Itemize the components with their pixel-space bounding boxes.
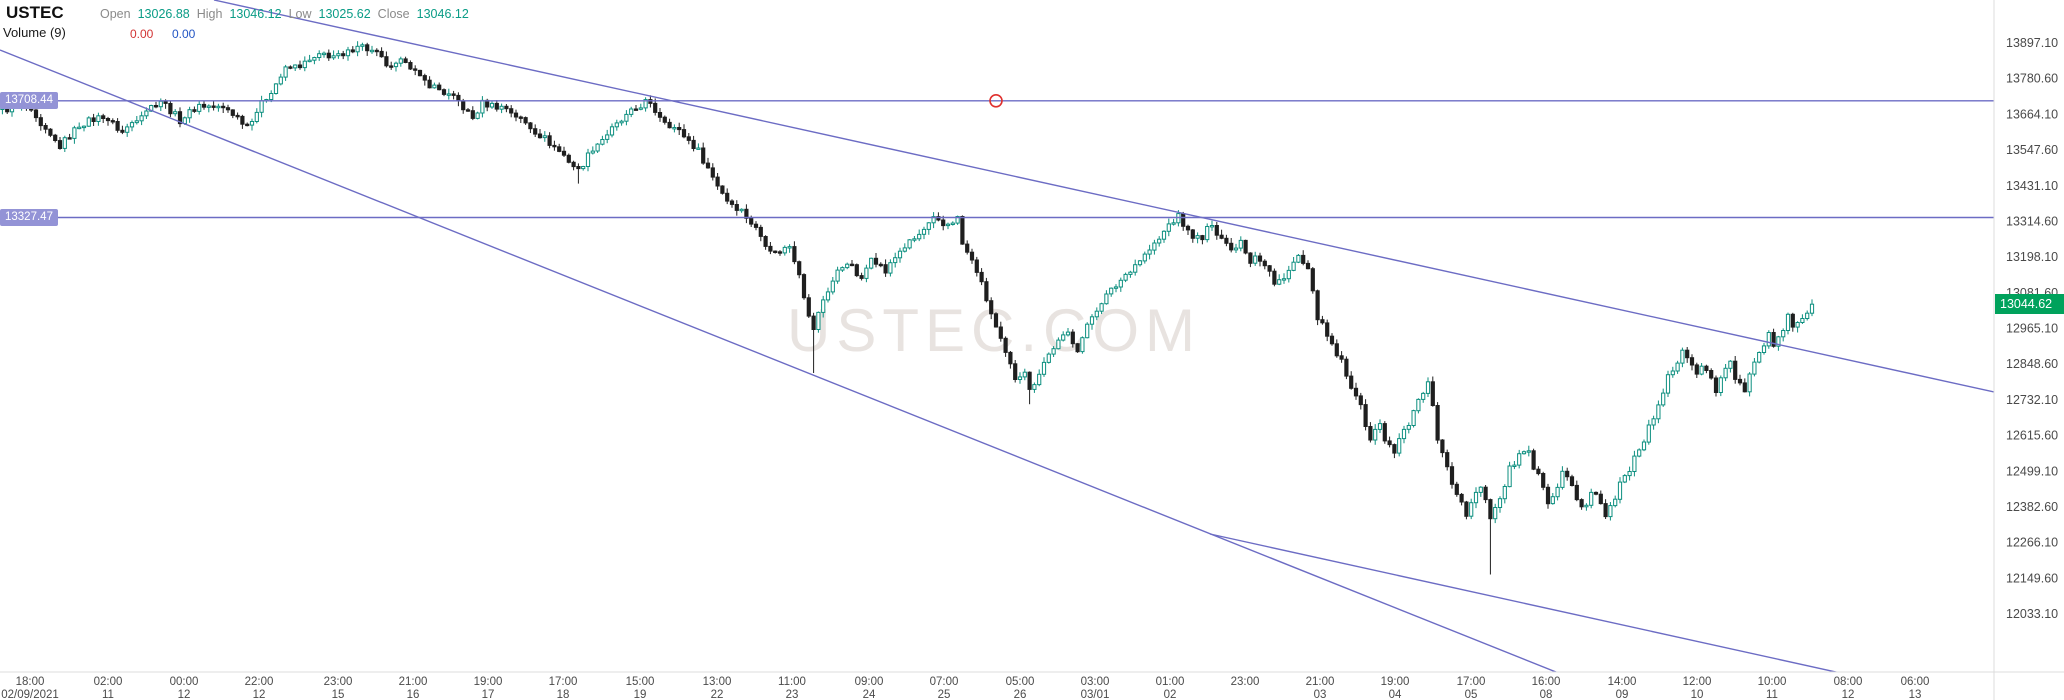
svg-text:12: 12 <box>1842 689 1855 700</box>
svg-text:15:00: 15:00 <box>626 676 655 688</box>
svg-text:05: 05 <box>1465 689 1478 700</box>
svg-text:26: 26 <box>1014 689 1027 700</box>
svg-text:02/09/2021: 02/09/2021 <box>1 689 59 700</box>
svg-text:13897.10: 13897.10 <box>2006 36 2058 50</box>
drawn-objects-layer[interactable] <box>0 0 1994 696</box>
svg-text:16:00: 16:00 <box>1532 676 1561 688</box>
svg-text:11: 11 <box>1766 689 1778 700</box>
svg-text:05:00: 05:00 <box>1006 676 1035 688</box>
low-value: 13025.62 <box>318 7 371 21</box>
svg-text:21:00: 21:00 <box>1306 676 1335 688</box>
close-label: Close <box>377 7 410 21</box>
svg-text:01:00: 01:00 <box>1156 676 1185 688</box>
svg-text:12615.60: 12615.60 <box>2006 429 2058 443</box>
close-value: 13046.12 <box>416 7 469 21</box>
svg-text:21:00: 21:00 <box>399 676 428 688</box>
svg-text:12: 12 <box>178 689 191 700</box>
svg-text:03:00: 03:00 <box>1081 676 1110 688</box>
svg-text:02:00: 02:00 <box>94 676 123 688</box>
svg-text:14:00: 14:00 <box>1608 676 1637 688</box>
svg-text:19:00: 19:00 <box>474 676 503 688</box>
svg-text:23: 23 <box>786 689 799 700</box>
volume-indicator-label: Volume (9) <box>3 25 66 40</box>
svg-text:23:00: 23:00 <box>1231 676 1260 688</box>
svg-text:13547.60: 13547.60 <box>2006 143 2058 157</box>
svg-text:13: 13 <box>1909 689 1922 700</box>
volume-indicator-value-2: 0.00 <box>172 27 196 41</box>
open-value: 13026.88 <box>137 7 190 21</box>
svg-text:17: 17 <box>482 689 495 700</box>
svg-text:13431.10: 13431.10 <box>2006 179 2058 193</box>
svg-text:17:00: 17:00 <box>549 676 578 688</box>
symbol-title: USTEC <box>6 3 64 22</box>
high-label: High <box>196 7 223 21</box>
svg-text:06:00: 06:00 <box>1901 676 1930 688</box>
svg-text:12965.10: 12965.10 <box>2006 322 2058 336</box>
svg-text:12:00: 12:00 <box>1683 676 1712 688</box>
svg-text:16: 16 <box>407 689 420 700</box>
svg-text:09: 09 <box>1616 689 1629 700</box>
svg-text:12732.10: 12732.10 <box>2006 393 2058 407</box>
svg-text:22: 22 <box>711 689 724 700</box>
svg-text:03: 03 <box>1314 689 1327 700</box>
svg-text:19: 19 <box>634 689 647 700</box>
svg-text:12382.60: 12382.60 <box>2006 500 2058 514</box>
svg-text:10:00: 10:00 <box>1758 676 1787 688</box>
svg-text:02: 02 <box>1164 689 1177 700</box>
svg-text:13198.10: 13198.10 <box>2006 250 2058 264</box>
svg-text:17:00: 17:00 <box>1457 676 1486 688</box>
svg-text:24: 24 <box>863 689 876 700</box>
svg-text:07:00: 07:00 <box>930 676 959 688</box>
svg-text:13:00: 13:00 <box>703 676 732 688</box>
current-price-tag: 13044.62 <box>1995 294 2064 315</box>
low-label: Low <box>288 7 312 21</box>
ohlc-readout: Open 13026.88 High 13046.12 Low 13025.62… <box>100 7 469 21</box>
svg-text:04: 04 <box>1389 689 1402 700</box>
svg-text:23:00: 23:00 <box>324 676 353 688</box>
svg-text:18:00: 18:00 <box>16 676 45 688</box>
open-label: Open <box>100 7 131 21</box>
svg-text:18: 18 <box>557 689 570 700</box>
svg-text:11: 11 <box>102 689 114 700</box>
svg-text:12499.10: 12499.10 <box>2006 464 2058 478</box>
svg-text:08:00: 08:00 <box>1834 676 1863 688</box>
candles-layer <box>0 41 1815 575</box>
volume-indicator-value-1: 0.00 <box>130 27 154 41</box>
svg-text:10: 10 <box>1691 689 1704 700</box>
svg-text:13664.10: 13664.10 <box>2006 107 2058 121</box>
high-value: 13046.12 <box>229 7 282 21</box>
svg-text:11:00: 11:00 <box>778 676 806 688</box>
svg-text:25: 25 <box>938 689 951 700</box>
hline-price-tag: 13327.47 <box>0 208 58 226</box>
svg-text:12033.10: 12033.10 <box>2006 607 2058 621</box>
svg-text:12149.60: 12149.60 <box>2006 571 2058 585</box>
svg-text:03/01: 03/01 <box>1081 689 1110 700</box>
hline-price-tag: 13708.44 <box>0 91 58 109</box>
svg-text:12848.60: 12848.60 <box>2006 357 2058 371</box>
svg-text:08: 08 <box>1540 689 1553 700</box>
svg-text:22:00: 22:00 <box>245 676 274 688</box>
svg-text:13314.60: 13314.60 <box>2006 214 2058 228</box>
svg-text:12266.10: 12266.10 <box>2006 536 2058 550</box>
svg-text:09:00: 09:00 <box>855 676 884 688</box>
svg-text:00:00: 00:00 <box>170 676 199 688</box>
svg-text:19:00: 19:00 <box>1381 676 1410 688</box>
svg-text:12: 12 <box>253 689 266 700</box>
svg-text:13780.60: 13780.60 <box>2006 72 2058 86</box>
svg-text:15: 15 <box>332 689 345 700</box>
